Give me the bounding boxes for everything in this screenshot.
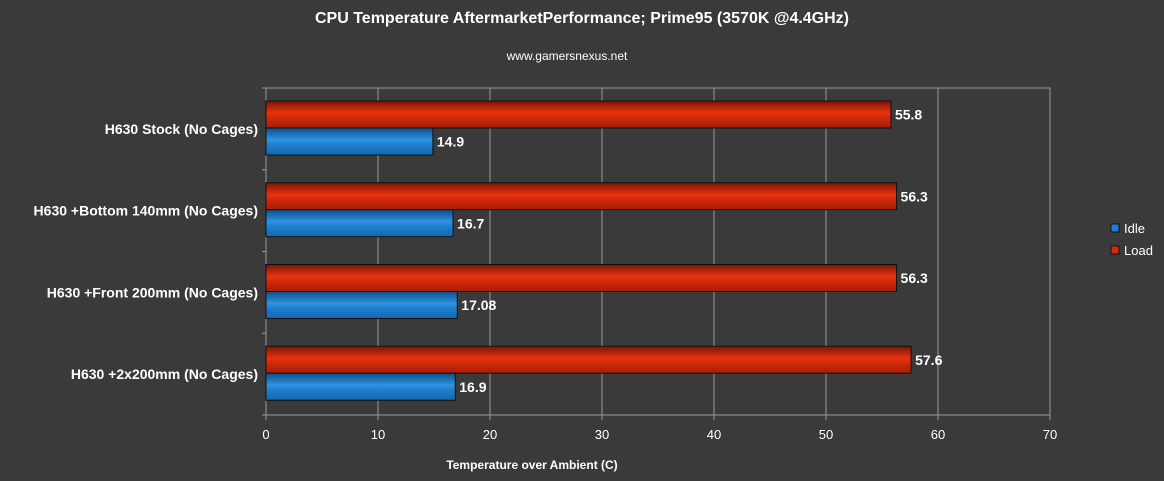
chart-subtitle: www.gamersnexus.net bbox=[506, 49, 628, 63]
bar-load-2 bbox=[265, 182, 898, 211]
x-tick-label-50: 50 bbox=[819, 427, 833, 442]
value-label-idle-3: 17.08 bbox=[461, 297, 496, 313]
bar-idle-2 bbox=[265, 209, 454, 238]
data-labels: 55.8 14.9 56.3 16.7 56.3 17.08 57.6 16.9 bbox=[437, 107, 943, 395]
bar-load-4 bbox=[265, 345, 912, 374]
value-label-load-1: 55.8 bbox=[895, 107, 922, 123]
value-label-idle-2: 16.7 bbox=[457, 215, 484, 231]
category-label-h630-stock-no-cages: H630 Stock (No Cages) bbox=[105, 121, 258, 137]
legend-swatch-load bbox=[1110, 245, 1120, 255]
x-tick-label-30: 30 bbox=[595, 427, 609, 442]
legend-label-idle: Idle bbox=[1124, 221, 1145, 236]
value-label-load-4: 57.6 bbox=[915, 352, 942, 368]
x-tick-labels: 0 10 20 30 40 50 60 70 bbox=[262, 427, 1057, 442]
value-label-idle-1: 14.9 bbox=[437, 134, 464, 150]
bar-load-3 bbox=[265, 264, 898, 292]
bar-load-1 bbox=[265, 100, 892, 129]
x-axis-title: Temperature over Ambient (C) bbox=[446, 458, 617, 472]
value-label-idle-4: 16.9 bbox=[459, 379, 486, 395]
legend-label-load: Load bbox=[1124, 243, 1153, 258]
bar-idle-3 bbox=[265, 291, 458, 319]
x-tick-label-20: 20 bbox=[483, 427, 497, 442]
x-tick-label-70: 70 bbox=[1043, 427, 1057, 442]
x-tick-label-0: 0 bbox=[262, 427, 269, 442]
bar-idle-4 bbox=[265, 372, 456, 401]
bars bbox=[265, 100, 912, 401]
value-label-load-3: 56.3 bbox=[901, 270, 928, 286]
category-labels: H630 Stock (No Cages) H630 +Bottom 140mm … bbox=[34, 121, 258, 382]
chart-title: CPU Temperature AftermarketPerformance; … bbox=[315, 10, 849, 27]
x-tick-label-10: 10 bbox=[371, 427, 385, 442]
x-tick-label-60: 60 bbox=[931, 427, 945, 442]
legend: Idle Load bbox=[1110, 221, 1153, 258]
legend-swatch-idle bbox=[1110, 223, 1120, 233]
category-label-h630-bottom-140mm-no-cages: H630 +Bottom 140mm (No Cages) bbox=[34, 203, 258, 219]
value-label-load-2: 56.3 bbox=[901, 188, 928, 204]
category-label-h630-front-200mm-no-cages: H630 +Front 200mm (No Cages) bbox=[47, 284, 258, 300]
bar-idle-1 bbox=[265, 127, 434, 156]
x-tick-label-40: 40 bbox=[707, 427, 721, 442]
category-label-h630-2x200mm-no-cages: H630 +2x200mm (No Cages) bbox=[71, 366, 258, 382]
